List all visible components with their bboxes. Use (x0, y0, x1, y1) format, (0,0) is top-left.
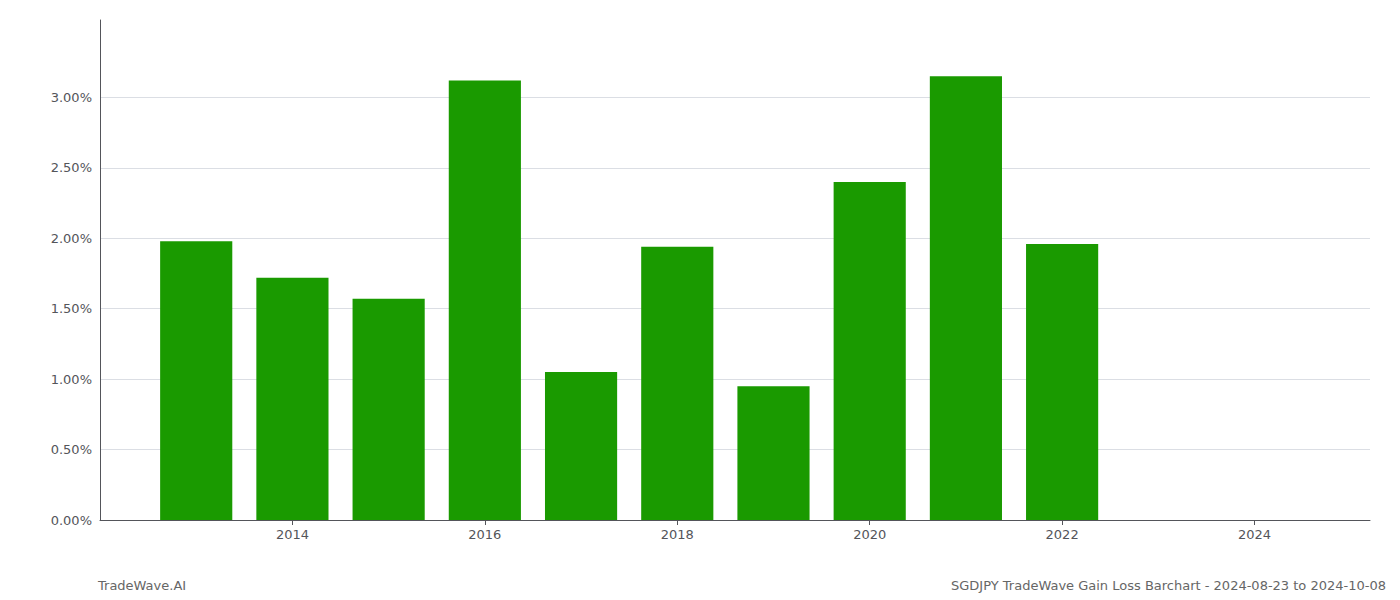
svg-text:SGDJPY TradeWave Gain Loss Bar: SGDJPY TradeWave Gain Loss Barchart - 20… (951, 578, 1386, 593)
svg-text:2020: 2020 (853, 527, 886, 542)
svg-text:TradeWave.AI: TradeWave.AI (97, 578, 186, 593)
svg-text:1.00%: 1.00% (51, 372, 92, 387)
svg-text:2022: 2022 (1046, 527, 1079, 542)
svg-text:1.50%: 1.50% (51, 301, 92, 316)
svg-text:2018: 2018 (661, 527, 694, 542)
svg-text:3.00%: 3.00% (51, 90, 92, 105)
svg-text:2.50%: 2.50% (51, 160, 92, 175)
svg-text:0.00%: 0.00% (51, 513, 92, 528)
svg-text:2.00%: 2.00% (51, 231, 92, 246)
svg-text:2016: 2016 (468, 527, 501, 542)
svg-text:2014: 2014 (276, 527, 309, 542)
svg-text:2024: 2024 (1238, 527, 1271, 542)
svg-text:0.50%: 0.50% (51, 442, 92, 457)
